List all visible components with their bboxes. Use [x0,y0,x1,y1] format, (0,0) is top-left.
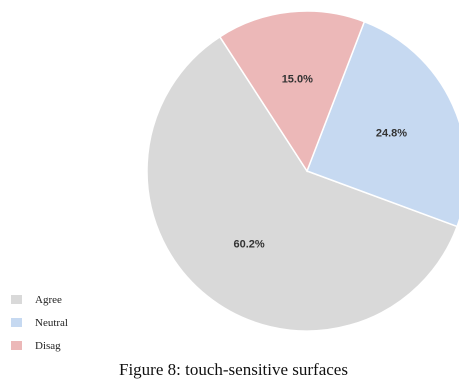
legend-swatch-disag [11,341,22,350]
legend-item-neutral: Neutral [11,311,68,334]
legend-swatch-agree [11,295,22,304]
figure-caption: Figure 8: touch-sensitive surfaces [119,360,348,379]
legend: Agree Neutral Disag [11,288,68,357]
legend-swatch-neutral [11,318,22,327]
pie-label-neutral: 24.8% [376,128,407,140]
pie-label-disag: 15.0% [282,74,313,86]
legend-label-disag: Disag [35,339,61,352]
pie-label-agree: 60.2% [233,239,264,251]
legend-item-agree: Agree [11,288,68,311]
legend-item-disag: Disag [11,334,68,357]
pie-slice-disag [218,10,366,173]
legend-label-neutral: Neutral [35,316,68,329]
legend-label-agree: Agree [35,293,62,306]
pie-slice-agree [146,35,459,332]
